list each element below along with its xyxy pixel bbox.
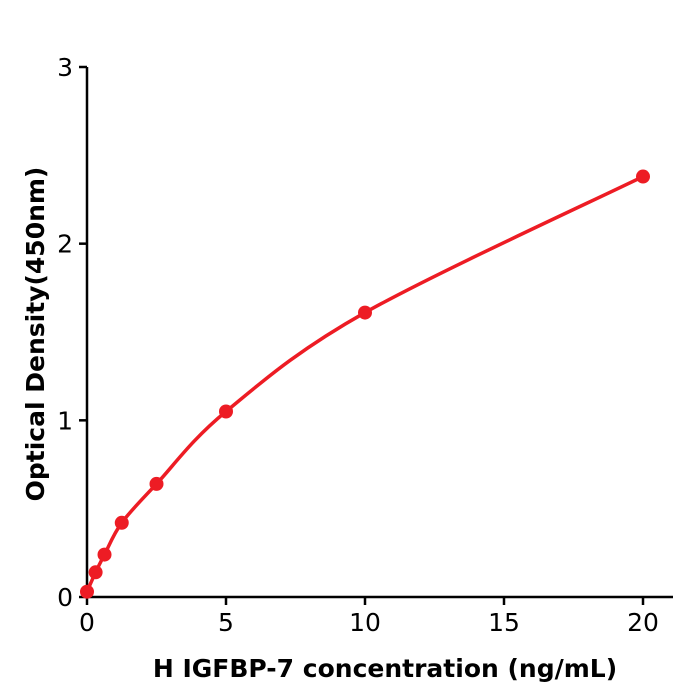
data-point-marker <box>358 305 372 320</box>
data-points <box>80 169 650 599</box>
y-tick-label: 1 <box>57 406 73 435</box>
x-axis-ticks: 0 5 10 15 20 <box>79 597 659 637</box>
curve-line <box>85 174 645 594</box>
x-tick-label: 5 <box>218 608 234 637</box>
y-axis-title: Optical Density(450nm) <box>21 167 50 502</box>
y-axis-ticks: 0 1 2 3 <box>57 53 87 612</box>
data-point-marker <box>114 515 129 530</box>
x-tick-label: 20 <box>627 608 659 637</box>
data-point-marker <box>88 565 103 580</box>
x-tick-label: 10 <box>349 608 381 637</box>
x-tick-label: 0 <box>79 608 95 637</box>
data-point-marker <box>80 584 94 599</box>
y-tick-label: 0 <box>57 583 73 612</box>
y-tick-label: 3 <box>57 53 73 82</box>
data-point-marker <box>219 404 233 419</box>
data-point-marker <box>97 547 112 562</box>
data-point-marker <box>149 476 164 491</box>
x-axis-title: H IGFBP-7 concentration (ng/mL) <box>153 654 617 683</box>
data-point-marker <box>636 169 650 184</box>
y-tick-label: 2 <box>57 230 73 259</box>
x-tick-label: 15 <box>488 608 520 637</box>
